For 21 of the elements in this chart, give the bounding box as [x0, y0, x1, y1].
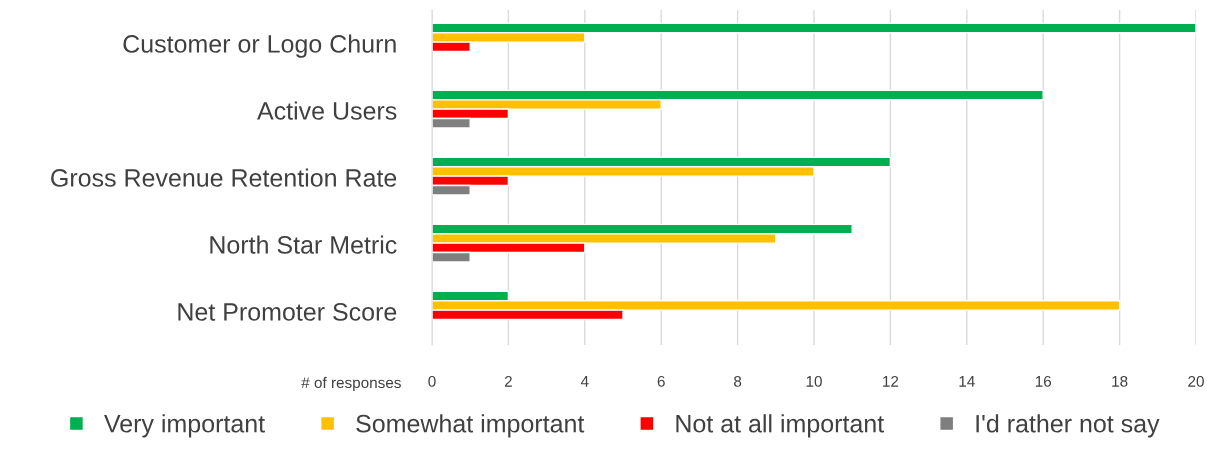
y-tick-label: North Star Metric: [210, 235, 397, 254]
y-tick-label: Customer or Logo Churn: [123, 34, 396, 58]
y-tick-label: Gross Revenue Retention Rate: [51, 168, 397, 187]
x-tick-label: 4: [580, 376, 589, 387]
x-tick-label: 20: [1188, 375, 1204, 387]
y-tick-label: Active Users: [257, 101, 397, 120]
legend-label: I'd rather not say: [976, 414, 1160, 438]
x-tick-label: 0: [428, 375, 436, 387]
legend-label: Very important: [104, 414, 265, 438]
x-tick-label: 18: [1112, 375, 1128, 387]
x-tick-label: 6: [657, 375, 665, 387]
x-tick-label: 12: [883, 375, 899, 387]
legend-label: Not at all important: [676, 414, 884, 438]
legend-label: Somewhat important: [356, 414, 585, 438]
x-tick-label: 8: [734, 375, 742, 387]
x-tick-label: 14: [959, 376, 975, 387]
y-tick-label: Net Promoter Score: [178, 303, 397, 321]
x-axis-title: # of responses: [301, 376, 401, 392]
x-tick-label: 16: [1035, 375, 1052, 387]
x-tick-label: 10: [806, 375, 822, 387]
x-tick-label: 2: [504, 375, 512, 387]
